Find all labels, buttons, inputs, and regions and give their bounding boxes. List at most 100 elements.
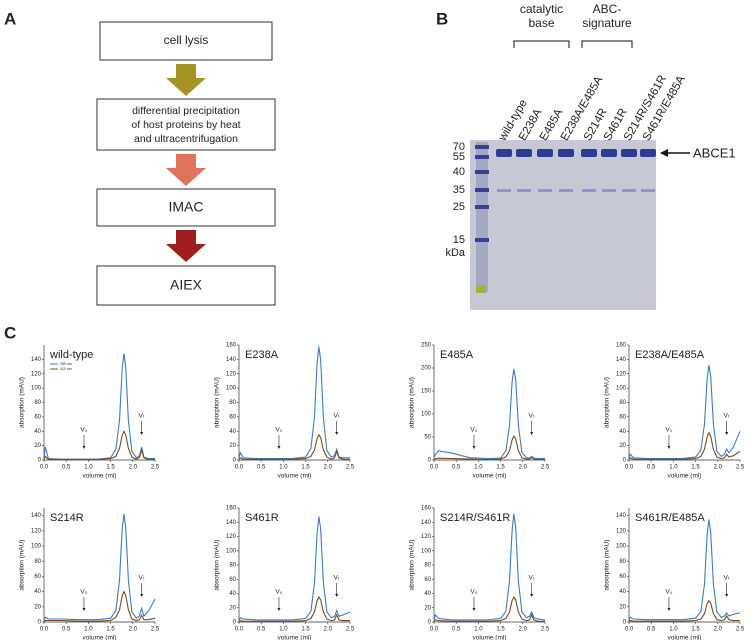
chart-title: E485A — [440, 349, 474, 361]
annotation-arrowhead — [335, 594, 339, 597]
x-tick-label: 0.0 — [430, 627, 439, 633]
step-label: and ultracentrifugation — [134, 133, 238, 145]
annotation: V₀ — [470, 589, 477, 596]
flowchart: cell lysis differential precipitation of… — [96, 21, 276, 306]
annotation: Vₜ — [139, 413, 145, 420]
marker-band — [476, 285, 486, 293]
marker-label: 55 — [453, 151, 465, 163]
y-tick-label: 40 — [619, 429, 626, 435]
annotation-arrowhead — [140, 594, 144, 597]
y-tick-label: 120 — [616, 371, 627, 377]
marker-band — [475, 170, 489, 174]
minor-band — [622, 189, 636, 192]
x-tick-label: 0.0 — [625, 465, 634, 471]
x-tick-label: 0.0 — [235, 465, 244, 471]
x-tick-label: 1.5 — [691, 465, 700, 471]
y-tick-label: 40 — [229, 591, 236, 597]
y-tick-label: 120 — [31, 371, 42, 377]
annotation: Vₜ — [724, 413, 730, 420]
y-tick-label: 0 — [233, 620, 237, 626]
minor-band — [559, 189, 573, 192]
annotation-arrowhead — [472, 608, 476, 611]
x-tick-label: 1.0 — [474, 465, 483, 471]
x-tick-label: 2.5 — [151, 465, 160, 471]
step-box — [96, 98, 276, 151]
annotation-arrowhead — [82, 608, 86, 611]
y-axis-label: absorption (mAU) — [214, 540, 221, 591]
x-tick-label: 1.5 — [301, 465, 310, 471]
annotation-arrowhead — [530, 594, 534, 597]
annotation-arrowhead — [277, 608, 281, 611]
protein-band — [601, 149, 617, 157]
panel-label: A — [4, 9, 16, 28]
step-box — [99, 21, 273, 61]
y-tick-label: 0 — [623, 458, 627, 464]
x-tick-label: 0.0 — [625, 627, 634, 633]
y-tick-label: 160 — [226, 506, 237, 512]
y-tick-label: 60 — [619, 574, 626, 580]
marker-band — [475, 145, 489, 149]
series-line — [433, 513, 546, 621]
annotation: Vₜ — [139, 575, 145, 582]
x-tick-label: 1.0 — [84, 465, 93, 471]
y-tick-label: 80 — [619, 400, 626, 406]
y-tick-label: 140 — [616, 357, 627, 363]
annotation-arrowhead — [82, 446, 86, 449]
y-tick-label: 160 — [616, 343, 627, 349]
x-tick-label: 0.5 — [62, 465, 71, 471]
annotation: V₀ — [470, 427, 477, 434]
x-tick-label: 2.5 — [541, 627, 550, 633]
marker-label: 70 — [453, 141, 465, 153]
y-tick-label: 60 — [424, 577, 431, 583]
step-box — [96, 188, 276, 227]
arrow — [166, 64, 206, 96]
y-tick-label: 150 — [421, 389, 432, 395]
y-tick-label: 0 — [623, 620, 627, 626]
y-axis-label: absorption (mAU) — [19, 377, 26, 428]
protein-band — [581, 149, 597, 157]
marker-band — [475, 205, 489, 209]
chart-title: wild-type — [49, 349, 93, 361]
annotation-arrowhead — [472, 446, 476, 449]
y-tick-label: 140 — [226, 520, 237, 526]
y-tick-label: 40 — [229, 429, 236, 435]
group-label: catalytic — [520, 2, 563, 16]
y-axis-label: absorption (mAU) — [214, 377, 221, 428]
annotation: V₀ — [665, 427, 672, 434]
y-tick-label: 80 — [34, 559, 41, 565]
series-line — [238, 516, 351, 621]
y-tick-label: 0 — [233, 458, 237, 464]
y-tick-label: 20 — [34, 443, 41, 449]
x-tick-label: 0.5 — [62, 627, 71, 633]
minor-band — [497, 189, 511, 192]
y-axis-label: absorption (mAU) — [19, 540, 26, 591]
y-tick-label: 120 — [226, 534, 237, 540]
y-tick-label: 0 — [38, 458, 42, 464]
y-tick-label: 100 — [226, 548, 237, 554]
minor-band — [602, 189, 616, 192]
series-line — [628, 431, 741, 460]
series-line — [433, 434, 545, 461]
x-axis-label: volume (ml) — [83, 635, 117, 640]
y-tick-label: 120 — [421, 534, 432, 540]
y-tick-label: 0 — [428, 620, 432, 626]
series-line — [238, 596, 350, 622]
annotation: Vₜ — [529, 413, 535, 420]
annotation-arrowhead — [277, 446, 281, 449]
y-tick-label: 250 — [421, 343, 432, 349]
annotation-arrowhead — [667, 446, 671, 449]
y-tick-label: 40 — [619, 589, 626, 595]
y-tick-label: 40 — [34, 429, 41, 435]
step-label: differential precipitation — [132, 105, 240, 117]
protein-band — [640, 149, 656, 157]
gel-panel — [470, 140, 656, 310]
x-tick-label: 1.5 — [301, 627, 310, 633]
y-tick-label: 20 — [424, 605, 431, 611]
x-tick-label: 2.0 — [714, 465, 723, 471]
marker-band — [475, 155, 489, 159]
marker-unit: kDa — [445, 247, 465, 259]
y-tick-label: 40 — [424, 591, 431, 597]
x-tick-label: 0.5 — [452, 627, 461, 633]
x-tick-label: 0.5 — [647, 627, 656, 633]
annotation: Vₜ — [724, 575, 730, 582]
